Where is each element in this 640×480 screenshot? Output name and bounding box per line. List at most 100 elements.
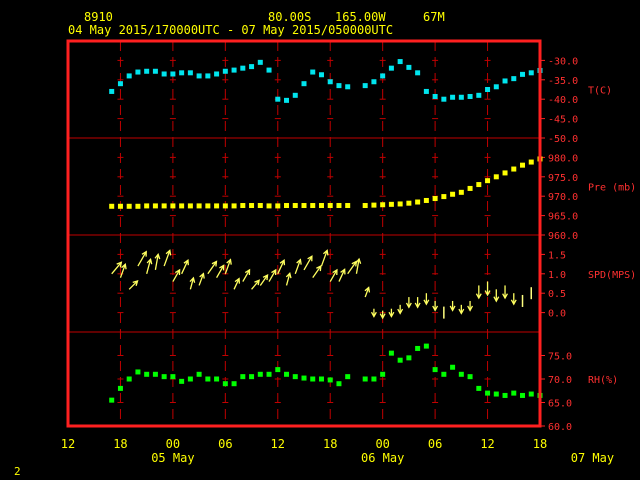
- wind-arrow-head: [510, 299, 517, 306]
- relative_humidity-point: [161, 374, 167, 380]
- wind-arrow-head: [502, 293, 509, 300]
- y-tick-label: 70.0: [548, 375, 572, 386]
- relative_humidity-point: [485, 390, 491, 396]
- pressure-point: [423, 197, 429, 203]
- wind-arrow: [364, 287, 370, 298]
- relative_humidity-point: [467, 374, 473, 380]
- relative_humidity-point: [196, 371, 202, 377]
- wind-arrow-head: [116, 261, 123, 268]
- y-tick-label: 0.0: [548, 309, 566, 320]
- pressure-point: [214, 203, 220, 209]
- pressure-point: [179, 203, 185, 209]
- relative_humidity-point: [249, 374, 255, 380]
- wind-arrow: [285, 273, 291, 286]
- relative_humidity-point: [152, 371, 158, 377]
- temperature-point: [240, 65, 246, 71]
- temperature-point: [397, 59, 403, 65]
- wind-arrow-head: [121, 263, 127, 270]
- wind-arrow: [163, 250, 171, 267]
- pressure-point: [432, 196, 438, 202]
- temperature-point: [284, 97, 290, 103]
- wind-arrow-head: [405, 302, 412, 309]
- pressure-point: [318, 203, 324, 209]
- temperature-point: [222, 68, 228, 74]
- temperature-point: [205, 73, 211, 79]
- wind-arrow-head: [189, 276, 196, 283]
- temperature-point: [266, 67, 272, 73]
- relative_humidity-point: [310, 376, 316, 382]
- relative_humidity-point: [222, 381, 228, 387]
- relative_humidity-point: [345, 374, 351, 380]
- pressure-point: [345, 203, 351, 209]
- pressure-point: [388, 201, 394, 207]
- relative_humidity-point: [371, 376, 377, 382]
- y-tick-label: 970.0: [548, 192, 578, 203]
- wind-arrow-head: [467, 305, 474, 312]
- wind-arrow: [338, 269, 346, 282]
- temperature-point: [336, 83, 342, 89]
- pressure-point: [240, 203, 246, 209]
- wind-arrow-head: [254, 279, 261, 286]
- temperature-point: [135, 69, 141, 75]
- wind-arrow-head: [307, 255, 313, 262]
- temperature-point: [476, 92, 482, 98]
- y-tick-label: -35.0: [548, 76, 578, 87]
- temperature-point: [257, 59, 263, 65]
- station-lat: 80.00S: [268, 10, 311, 24]
- station-id: 8910: [84, 10, 113, 24]
- temperature-point: [161, 71, 167, 77]
- wind-arrow-head: [458, 308, 465, 315]
- wind-arrow-head: [154, 253, 161, 260]
- y-tick-label: 60.0: [548, 422, 572, 433]
- wind-arrow: [355, 258, 360, 274]
- x-tick-label: 00: [375, 437, 389, 451]
- wind-arrow: [146, 259, 152, 274]
- pressure-point: [301, 203, 307, 209]
- wind-arrow-head: [388, 311, 395, 318]
- relative_humidity-point: [362, 376, 368, 382]
- temperature-point: [450, 94, 456, 100]
- wind-arrow: [111, 261, 122, 275]
- temperature-point: [511, 76, 517, 82]
- temperature-point: [406, 64, 412, 70]
- pressure-point: [362, 203, 368, 209]
- wind-arrow-head: [285, 271, 292, 279]
- x-tick-label: 12: [271, 437, 285, 451]
- pressure-point: [257, 203, 263, 209]
- wind-arrow: [189, 277, 195, 290]
- relative_humidity-point: [397, 357, 403, 363]
- relative_humidity-point: [528, 391, 534, 397]
- temperature-point: [187, 70, 193, 76]
- wind-arrow: [181, 259, 189, 275]
- relative_humidity-point: [318, 376, 324, 382]
- temperature-point: [249, 64, 255, 70]
- wind-arrow-head: [397, 308, 404, 315]
- y-tick-label: 960.0: [548, 231, 578, 242]
- wind-arrow: [216, 265, 225, 279]
- wind-arrow-head: [234, 277, 241, 284]
- relative_humidity-point: [388, 350, 394, 356]
- x-tick-label: 06: [428, 437, 442, 451]
- y-tick-label: 965.0: [548, 212, 578, 223]
- wind-arrow-head: [296, 258, 302, 265]
- pressure-point: [310, 203, 316, 209]
- temperature-point: [109, 88, 115, 94]
- y-tick-label: -45.0: [548, 115, 578, 126]
- wind-arrow-head: [211, 260, 218, 267]
- wind-arrow: [224, 259, 232, 275]
- wind-arrow: [294, 259, 302, 275]
- wind-arrow: [198, 273, 205, 286]
- temperature-point: [485, 87, 491, 92]
- wind-arrow-head: [449, 305, 456, 312]
- station-elevation: 67M: [423, 10, 445, 24]
- relative_humidity-point: [502, 392, 508, 398]
- wind-arrow: [137, 251, 147, 267]
- relative_humidity-point: [187, 376, 193, 382]
- relative_humidity-point: [476, 385, 482, 391]
- wind-arrow: [242, 269, 251, 282]
- pressure-point: [476, 182, 482, 188]
- pressure-point: [336, 203, 342, 209]
- y-tick-label: -50.0: [548, 134, 578, 145]
- pressure-point: [528, 159, 534, 165]
- temperature-point: [144, 68, 150, 74]
